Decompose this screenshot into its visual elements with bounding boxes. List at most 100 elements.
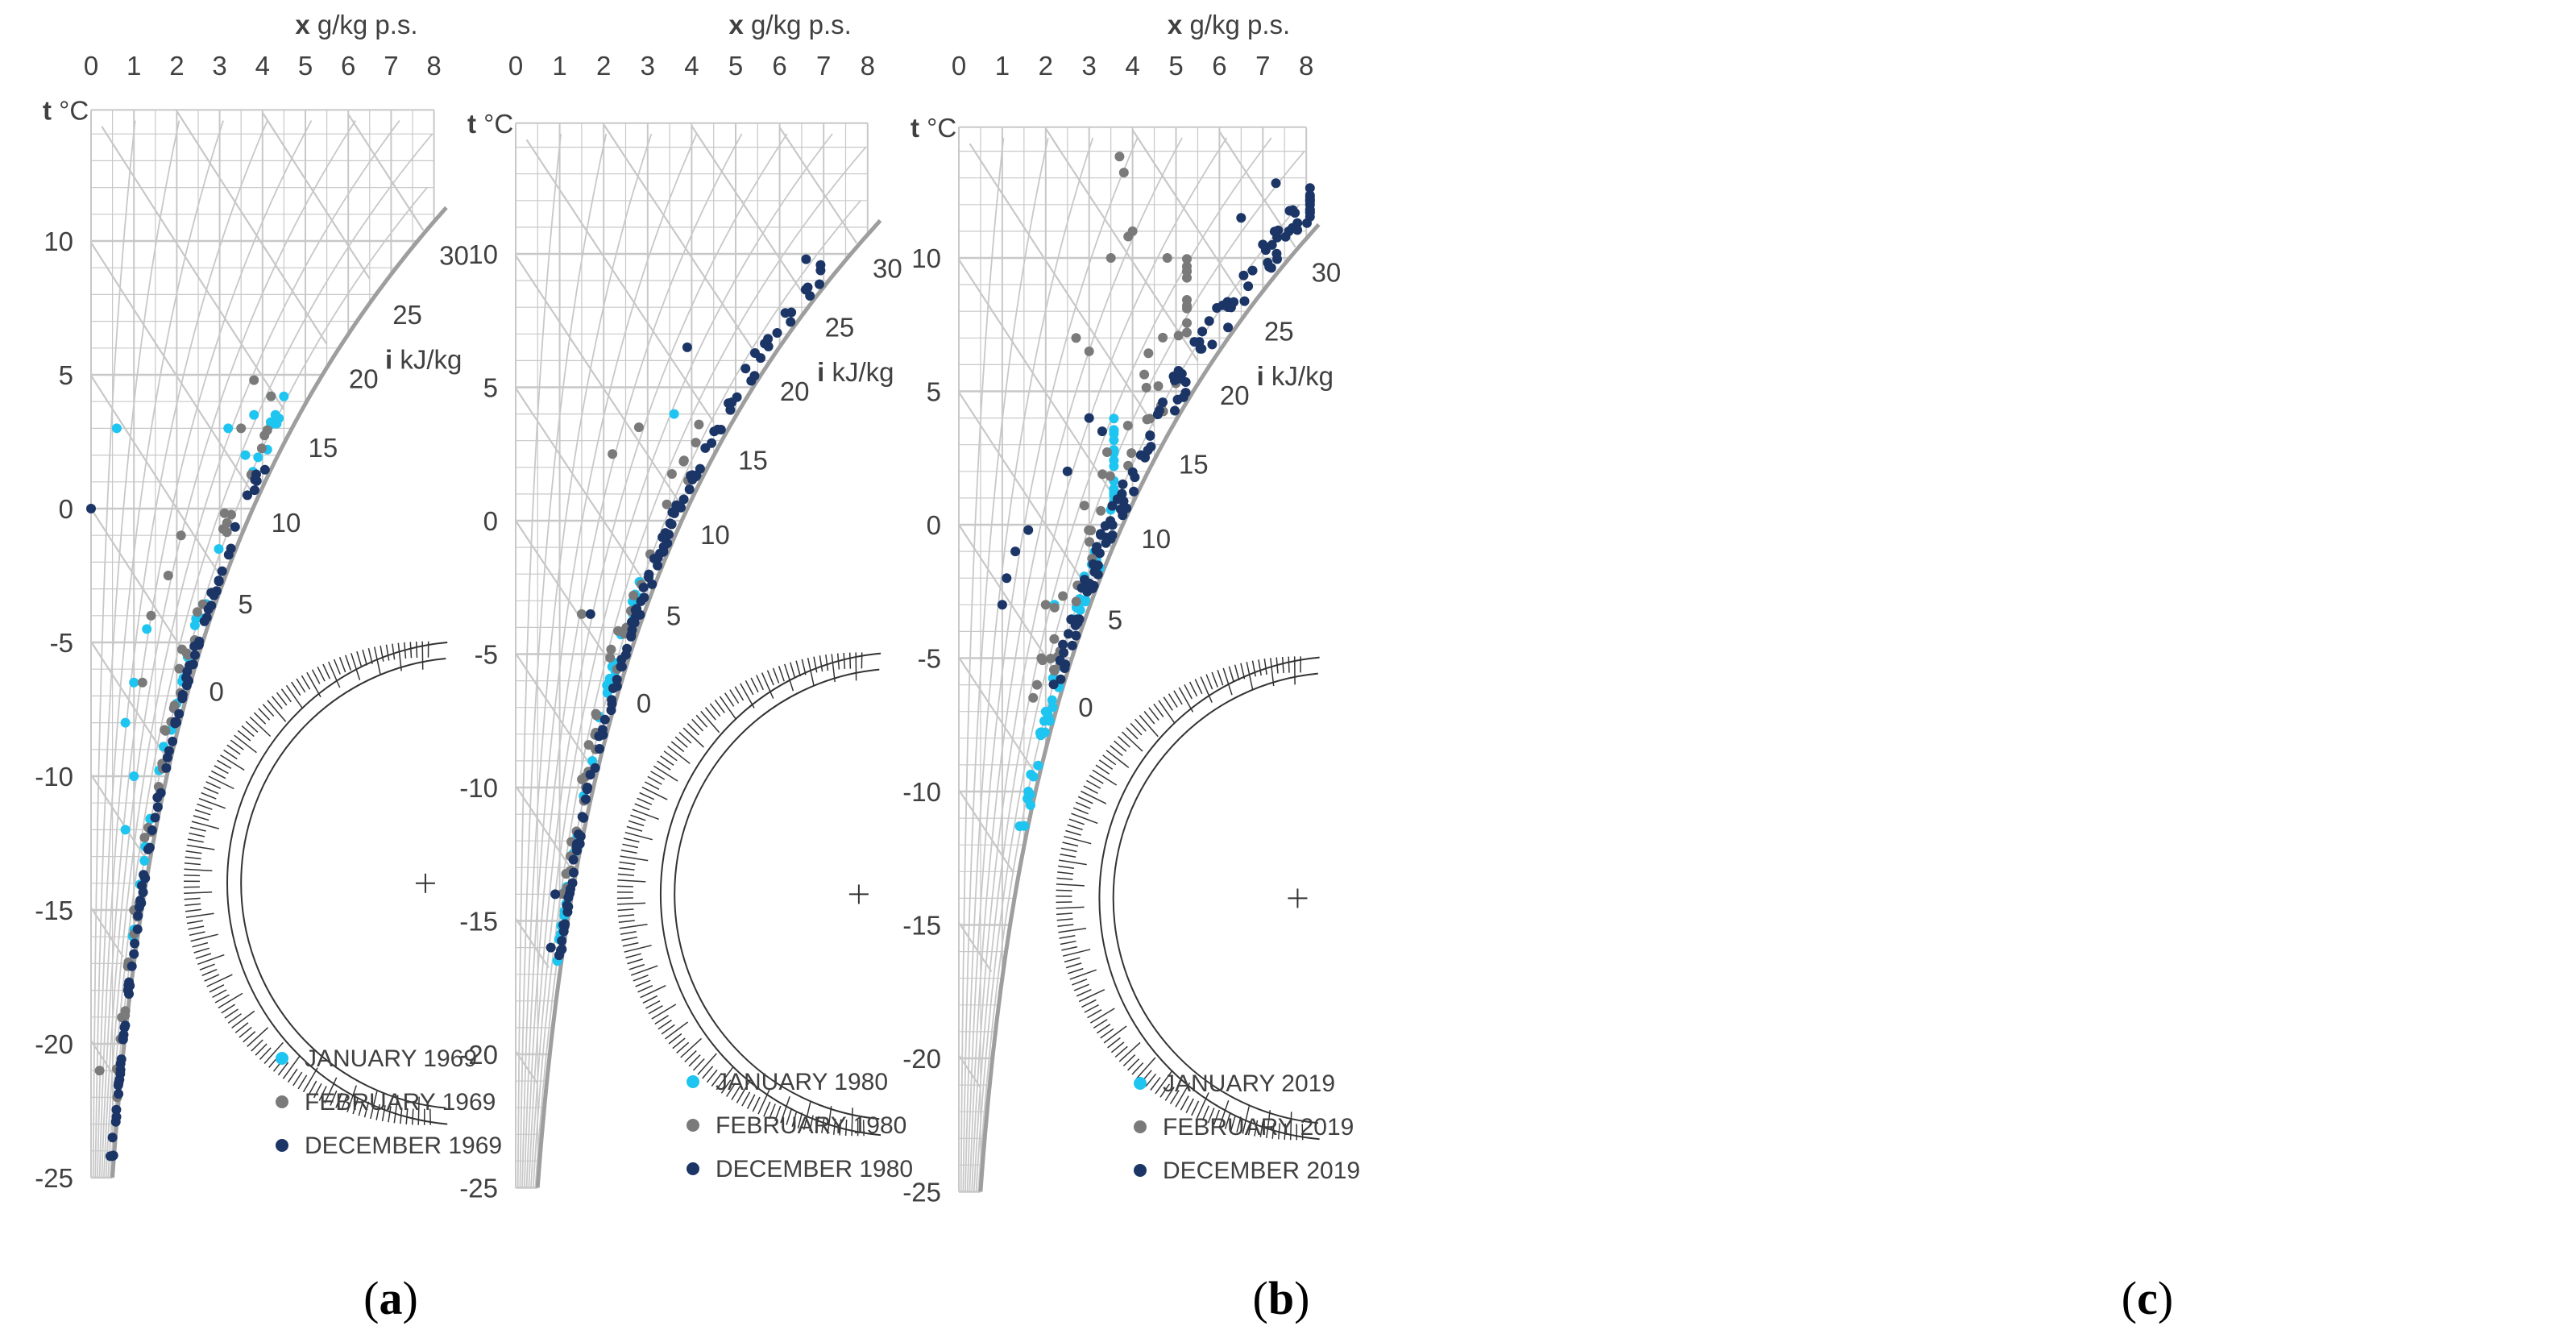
t-tick-label: -10	[35, 762, 73, 792]
data-point	[562, 900, 572, 911]
data-point	[772, 328, 782, 338]
x-tick-label: 2	[169, 51, 184, 81]
series-3	[86, 464, 270, 1162]
data-point	[763, 334, 774, 344]
x-tick-label: 5	[1168, 51, 1183, 81]
enthalpy-axis-title: i kJ/kg	[1257, 361, 1334, 391]
data-point	[259, 430, 270, 441]
series-3	[545, 254, 826, 961]
legend: JANUARY 1969 FEBRUARY 1969 DECEMBER 1969	[276, 1045, 502, 1159]
t-axis-unit: °C	[52, 95, 89, 125]
data-point	[243, 490, 252, 501]
data-point	[190, 650, 200, 660]
data-point	[189, 641, 200, 651]
data-point	[612, 675, 622, 684]
data-point	[568, 854, 579, 865]
data-point	[1093, 560, 1103, 571]
data-point	[805, 291, 815, 301]
data-point	[142, 624, 152, 634]
series-2	[1028, 152, 1192, 703]
data-point	[1207, 339, 1217, 350]
data-point	[1145, 430, 1155, 440]
data-point	[169, 700, 180, 711]
data-point	[1118, 479, 1128, 489]
data-point	[1058, 591, 1068, 601]
data-point	[1247, 265, 1258, 276]
data-point	[1048, 679, 1059, 690]
data-point	[682, 342, 692, 352]
legend-label: JANUARY 1969	[305, 1045, 477, 1072]
data-point	[1097, 469, 1108, 480]
data-point	[1033, 760, 1043, 771]
data-point	[576, 609, 587, 619]
data-point	[662, 499, 672, 509]
x-axis-title: x g/kg p.s.	[1168, 10, 1290, 39]
data-point	[1178, 392, 1188, 402]
data-point	[1096, 530, 1106, 540]
data-point	[581, 794, 591, 804]
data-point	[184, 675, 193, 686]
data-point	[1002, 573, 1012, 584]
data-point	[1046, 654, 1056, 663]
enthalpy-tick-label: 0	[637, 688, 651, 718]
data-point	[649, 554, 659, 563]
legend-marker	[687, 1162, 699, 1175]
t-tick-label: 10	[44, 226, 73, 256]
data-point	[1036, 653, 1047, 663]
data-point	[691, 470, 702, 480]
data-point	[786, 317, 796, 327]
data-point	[694, 419, 704, 430]
data-point	[123, 980, 134, 991]
x-tick-label: 4	[684, 51, 699, 81]
t-tick-label: 10	[468, 239, 498, 269]
data-point	[620, 650, 631, 660]
data-point	[1101, 538, 1111, 548]
data-point	[1127, 467, 1138, 477]
data-point	[152, 802, 163, 812]
enthalpy-tick-label: 0	[209, 676, 224, 706]
data-point	[146, 610, 156, 621]
data-point	[132, 924, 143, 934]
data-point	[1182, 327, 1192, 338]
data-point	[256, 443, 267, 454]
data-point	[270, 409, 280, 420]
data-point	[1100, 521, 1110, 531]
data-point	[136, 898, 147, 908]
legend-label: FEBRUARY 1969	[305, 1089, 496, 1116]
enthalpy-axis-unit: kJ/kg	[392, 344, 462, 374]
data-point	[1105, 471, 1115, 481]
enthalpy-tick-label: 30	[873, 253, 902, 283]
enthalpy-tick-label: 15	[309, 433, 338, 463]
data-point	[1302, 218, 1312, 228]
data-point	[612, 681, 622, 692]
series-3	[997, 178, 1315, 690]
protractor-scale	[1056, 656, 1320, 1141]
data-point	[152, 792, 163, 803]
legend-marker	[1134, 1077, 1147, 1090]
t-tick-label: 10	[911, 243, 941, 273]
data-point	[218, 524, 228, 534]
data-point	[613, 625, 624, 636]
t-tick-label: -25	[459, 1174, 498, 1203]
data-point	[137, 677, 147, 688]
enthalpy-tick-label: 20	[1220, 380, 1250, 410]
data-point	[599, 714, 610, 725]
data-point	[815, 260, 826, 270]
x-tick-label: 7	[1255, 51, 1270, 81]
data-point	[1266, 263, 1276, 273]
data-point	[1182, 272, 1192, 283]
data-point	[1118, 168, 1129, 178]
chart-panel-a: 0 1 2 3 4 5 6 7 8x g/kg p.s.t °C1050-5-10-15-20-…	[35, 10, 502, 1324]
data-point	[226, 543, 236, 554]
data-point	[763, 341, 774, 351]
t-tick-label: -15	[459, 907, 498, 937]
enthalpy-axis-symbol: i	[817, 357, 824, 387]
enthalpy-tick-label: 30	[1312, 257, 1342, 287]
data-point	[1229, 297, 1239, 307]
enthalpy-axis-symbol: i	[385, 344, 392, 374]
data-point	[253, 452, 263, 463]
data-point	[691, 438, 701, 448]
data-point	[214, 544, 224, 555]
data-point	[606, 644, 616, 655]
